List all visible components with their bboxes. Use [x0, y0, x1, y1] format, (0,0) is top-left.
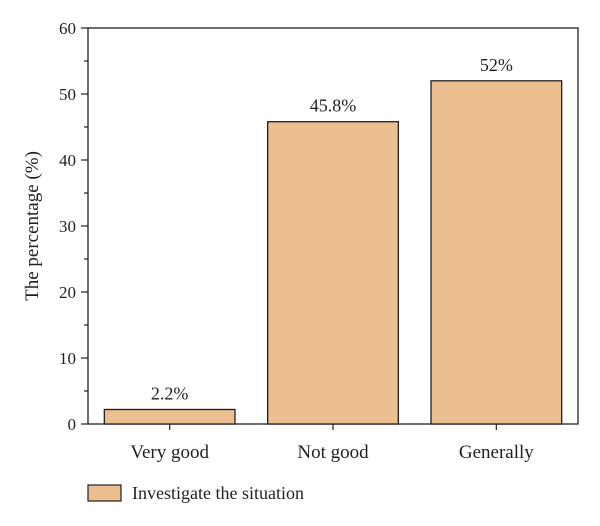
y-tick-label: 10: [59, 349, 76, 368]
y-axis: 0 10 20 30 40 50 60: [59, 19, 88, 434]
bar: [430, 80, 563, 425]
data-label: 45.8%: [310, 96, 357, 116]
y-axis-title: The percentage (%): [22, 151, 43, 301]
legend-label: Investigate the situation: [132, 483, 304, 503]
y-tick-label: 50: [59, 85, 76, 104]
bar: [103, 408, 236, 425]
bars: 2.2% 45.8% 52%: [103, 55, 563, 425]
bar: [267, 121, 399, 425]
data-label: 2.2%: [151, 383, 189, 403]
y-tick-label: 30: [59, 217, 76, 236]
x-tick-label: Not good: [297, 442, 369, 463]
data-label: 52%: [480, 55, 513, 75]
x-axis: Very good Not good Generally: [130, 424, 534, 463]
y-tick-label: 20: [59, 283, 76, 302]
y-tick-label: 0: [68, 415, 77, 434]
x-tick-label: Very good: [130, 442, 209, 463]
legend: Investigate the situation: [87, 483, 304, 503]
x-tick-label: Generally: [459, 442, 534, 463]
legend-swatch: [87, 484, 122, 502]
y-tick-label: 60: [59, 19, 76, 38]
y-tick-label: 40: [59, 151, 76, 170]
